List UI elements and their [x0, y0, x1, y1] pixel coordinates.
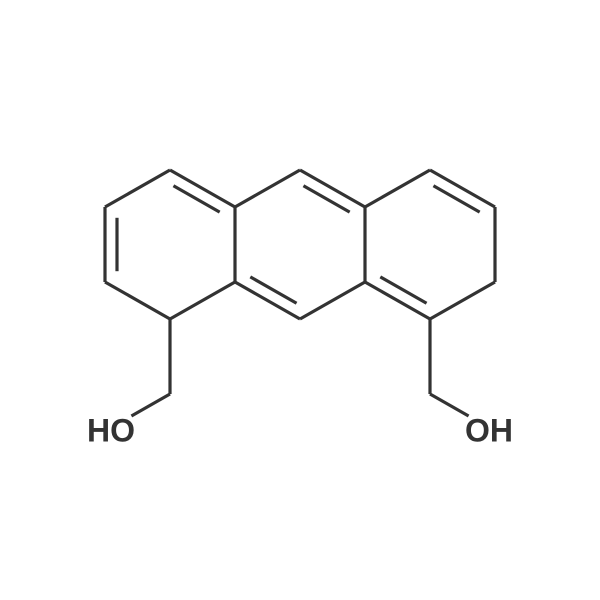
- bond-line: [250, 277, 296, 303]
- bond-line: [131, 394, 170, 416]
- bond-line: [300, 282, 365, 319]
- bond-line: [303, 186, 349, 212]
- bond-line: [105, 282, 170, 319]
- bond-line: [365, 170, 430, 207]
- bond-line: [430, 394, 469, 416]
- atom-label-O1: HO: [87, 412, 135, 448]
- atom-label-O2: OH: [465, 412, 513, 448]
- bond-line: [430, 282, 495, 319]
- bond-line: [105, 170, 170, 207]
- bond-line: [170, 282, 235, 319]
- bond-line: [235, 170, 300, 207]
- bond-line: [173, 186, 219, 212]
- bond-line: [433, 186, 479, 212]
- molecule-diagram: HO OH: [0, 0, 600, 600]
- bond-line: [380, 277, 426, 303]
